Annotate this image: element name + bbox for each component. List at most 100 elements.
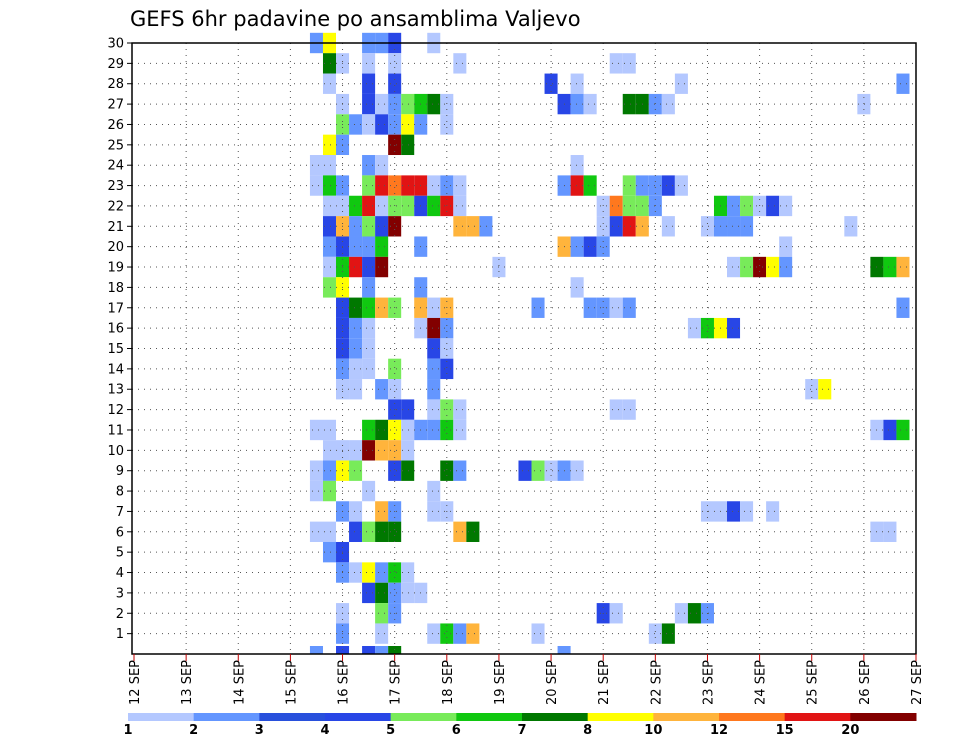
legend-swatch [719, 713, 786, 721]
x-tick-label: 19 SEP [493, 660, 508, 705]
heatmap-cell [388, 53, 402, 74]
heatmap-cell [362, 358, 376, 380]
heatmap-cell [349, 297, 363, 318]
heatmap-cell [453, 195, 467, 217]
heatmap-cell [375, 646, 389, 654]
heatmap-cell [466, 623, 480, 644]
heatmap-cell [322, 419, 337, 441]
heatmap-cell [375, 236, 389, 257]
heatmap-cell [322, 134, 337, 156]
y-tick-label: 20 [107, 240, 124, 255]
heatmap-cell [388, 419, 402, 441]
heatmap-cell [453, 53, 467, 74]
heatmap-cell [805, 379, 819, 400]
heatmap-cell [622, 297, 636, 318]
heatmap-cell [427, 501, 441, 522]
x-tick-label: 25 SEP [806, 660, 821, 705]
heatmap-cell [362, 93, 376, 115]
heatmap-cell [349, 521, 363, 542]
heatmap-cell [349, 460, 363, 481]
heatmap-cell [544, 460, 558, 481]
heatmap-cell [388, 562, 402, 583]
heatmap-cell [349, 236, 363, 257]
heatmap-cell [440, 175, 454, 196]
heatmap-cell [388, 582, 402, 604]
heatmap-cell [375, 297, 389, 318]
heatmap-cell [661, 216, 675, 237]
heatmap-cell [896, 297, 910, 318]
y-tick-label: 1 [116, 627, 124, 642]
heatmap-cell [440, 93, 454, 115]
x-tick-label: 21 SEP [597, 660, 612, 705]
heatmap-cell [349, 256, 363, 278]
legend-label: 5 [386, 723, 395, 738]
heatmap-cell [440, 623, 454, 644]
heatmap-cell [727, 317, 741, 339]
y-tick-label: 5 [116, 546, 124, 561]
heatmap-cell [375, 195, 389, 217]
heatmap-cell [609, 603, 623, 624]
heatmap-cell [766, 501, 780, 522]
heatmap-cell [362, 562, 376, 583]
heatmap-cell [427, 358, 441, 380]
heatmap-cell [766, 195, 780, 217]
heatmap-cell [322, 175, 337, 196]
heatmap-cell [740, 501, 754, 522]
heatmap-cell [375, 603, 389, 624]
heatmap-cell [349, 338, 363, 359]
heatmap-cell [362, 582, 376, 604]
heatmap-cell [440, 460, 454, 481]
heatmap-cell [622, 53, 636, 74]
heatmap-cell [674, 175, 688, 196]
y-tick-label: 6 [116, 525, 124, 540]
heatmap-cells [309, 32, 910, 654]
heatmap-cell [818, 379, 832, 400]
heatmap-cell [531, 297, 545, 318]
heatmap-cell [309, 646, 323, 654]
legend-label: 6 [452, 723, 461, 738]
heatmap-cell [401, 114, 415, 135]
legend-label: 7 [517, 723, 526, 738]
heatmap-cell [362, 175, 376, 196]
heatmap-cell [779, 236, 793, 257]
heatmap-cell [740, 195, 754, 217]
y-tick-label: 19 [107, 261, 124, 276]
heatmap-cell [309, 521, 323, 542]
x-tick-label: 20 SEP [545, 660, 560, 705]
heatmap-cell [453, 521, 467, 542]
legend: 1 2 3 4 5 6 7 8 10 12 15 20 [123, 713, 917, 738]
grid-lines [132, 42, 916, 654]
heatmap-cell [753, 256, 767, 278]
heatmap-cell [440, 358, 454, 380]
heatmap-cell [401, 93, 415, 115]
heatmap-cell [362, 317, 376, 339]
x-tick-label: 23 SEP [701, 660, 716, 705]
heatmap-cell [687, 603, 701, 624]
heatmap-cell [349, 562, 363, 583]
heatmap-cell [896, 256, 910, 278]
y-axis: 1234567891011121314151617181920212223242… [107, 37, 132, 642]
legend-swatch [193, 713, 260, 721]
heatmap-cell [375, 93, 389, 115]
heatmap-cell [427, 379, 441, 400]
heatmap-cell [322, 460, 337, 481]
heatmap-cell [779, 256, 793, 278]
heatmap-cell [388, 134, 402, 156]
x-tick-label: 15 SEP [284, 660, 299, 705]
heatmap-cell [388, 460, 402, 481]
heatmap-cell [375, 501, 389, 522]
heatmap-cell [648, 93, 662, 115]
heatmap-cell [609, 399, 623, 420]
heatmap-cell [322, 195, 337, 217]
y-tick-label: 10 [107, 444, 124, 459]
heatmap-cell [375, 216, 389, 237]
heatmap-cell [362, 114, 376, 135]
heatmap-cell [401, 419, 415, 441]
y-tick-label: 18 [107, 281, 124, 296]
y-tick-label: 17 [107, 301, 124, 316]
x-tick-label: 18 SEP [441, 660, 456, 705]
heatmap-cell [883, 256, 897, 278]
heatmap-cell [362, 419, 376, 441]
